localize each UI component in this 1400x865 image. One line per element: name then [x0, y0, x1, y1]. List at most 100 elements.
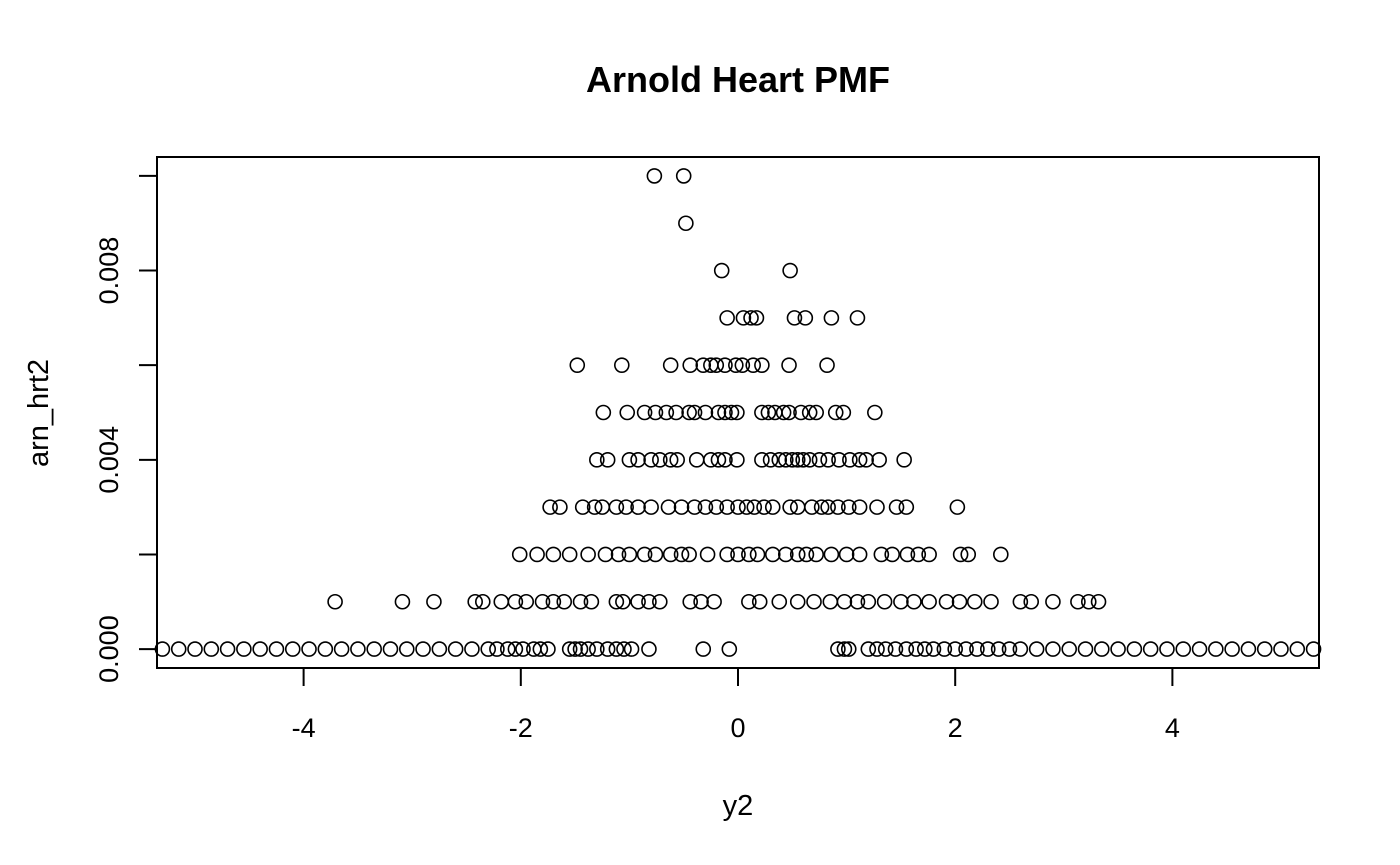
- data-point: [507, 593, 524, 610]
- data-point: [764, 546, 781, 563]
- data-point: [203, 641, 220, 657]
- data-point: [979, 641, 996, 657]
- data-point: [1159, 641, 1175, 657]
- data-point: [719, 499, 735, 515]
- data-point: [618, 499, 634, 515]
- data-point: [333, 641, 350, 657]
- data-point: [775, 404, 792, 421]
- data-point: [728, 357, 744, 373]
- data-point: [921, 546, 937, 563]
- data-point: [936, 641, 953, 657]
- data-point: [990, 641, 1007, 657]
- data-point: [652, 452, 668, 468]
- data-point: [840, 499, 857, 515]
- data-point: [681, 404, 697, 421]
- data-point: [789, 546, 806, 563]
- data-point: [608, 641, 625, 657]
- data-point: [599, 452, 616, 468]
- data-point: [1061, 641, 1078, 657]
- data-point: [561, 546, 578, 563]
- data-point: [489, 641, 505, 657]
- data-point: [669, 452, 685, 468]
- data-point: [561, 641, 578, 657]
- data-point: [675, 168, 692, 184]
- data-point: [621, 452, 638, 468]
- data-point: [849, 310, 866, 326]
- data-point: [580, 546, 596, 563]
- data-point: [431, 641, 448, 657]
- data-point: [823, 546, 840, 563]
- x-tick-label: 4: [1165, 713, 1180, 743]
- data-point: [643, 499, 659, 515]
- data-point: [545, 593, 562, 610]
- data-point: [949, 499, 966, 515]
- data-point: [910, 546, 927, 563]
- data-point: [798, 546, 815, 563]
- data-point: [515, 641, 531, 657]
- data-point: [630, 499, 646, 515]
- data-point: [493, 593, 510, 610]
- data-point: [777, 546, 794, 563]
- data-point: [643, 452, 659, 468]
- data-point: [867, 404, 883, 421]
- data-point: [170, 641, 187, 657]
- data-point: [572, 641, 589, 657]
- data-point: [777, 452, 794, 468]
- data-point: [398, 641, 415, 657]
- data-point: [851, 499, 868, 515]
- data-point: [630, 452, 646, 468]
- data-point: [686, 404, 703, 421]
- data-point: [1224, 641, 1240, 657]
- data-point: [540, 641, 556, 657]
- data-point: [1191, 641, 1208, 657]
- data-point: [969, 641, 985, 657]
- data-point: [873, 546, 890, 563]
- data-point: [786, 310, 803, 326]
- data-point: [589, 641, 605, 657]
- data-point: [723, 404, 740, 421]
- data-point: [1070, 593, 1086, 610]
- data-point: [830, 499, 846, 515]
- data-point: [1256, 641, 1273, 657]
- data-point: [993, 546, 1009, 563]
- data-point: [754, 357, 770, 373]
- data-point: [699, 546, 716, 563]
- data-point: [695, 357, 712, 373]
- data-point: [545, 546, 562, 563]
- data-point: [252, 641, 268, 657]
- data-point: [668, 404, 684, 421]
- data-point: [730, 546, 746, 563]
- data-point: [840, 641, 857, 657]
- data-point: [630, 593, 646, 610]
- data-point: [382, 641, 399, 657]
- data-point: [706, 593, 722, 610]
- data-point: [660, 499, 677, 515]
- data-point: [898, 641, 915, 657]
- data-point: [717, 452, 733, 468]
- data-point: [1045, 641, 1061, 657]
- data-point: [511, 546, 528, 563]
- data-point: [746, 499, 763, 515]
- data-point: [426, 593, 442, 610]
- data-point: [589, 452, 605, 468]
- data-point: [916, 641, 933, 657]
- data-point: [966, 593, 983, 610]
- data-point: [688, 452, 705, 468]
- x-axis-label: y2: [723, 790, 754, 822]
- data-point: [697, 404, 714, 421]
- data-point: [317, 641, 334, 657]
- data-point: [831, 452, 847, 468]
- data-point: [745, 357, 762, 373]
- data-point: [983, 593, 999, 610]
- data-point: [830, 641, 846, 657]
- data-point: [187, 641, 203, 657]
- data-point: [860, 641, 877, 657]
- data-point: [693, 593, 709, 610]
- data-point: [219, 641, 236, 657]
- data-point: [447, 641, 464, 657]
- data-point: [1080, 593, 1097, 610]
- data-point: [1094, 641, 1110, 657]
- data-point: [574, 499, 591, 515]
- data-point: [729, 452, 745, 468]
- y-tick-label: 0.008: [94, 237, 124, 305]
